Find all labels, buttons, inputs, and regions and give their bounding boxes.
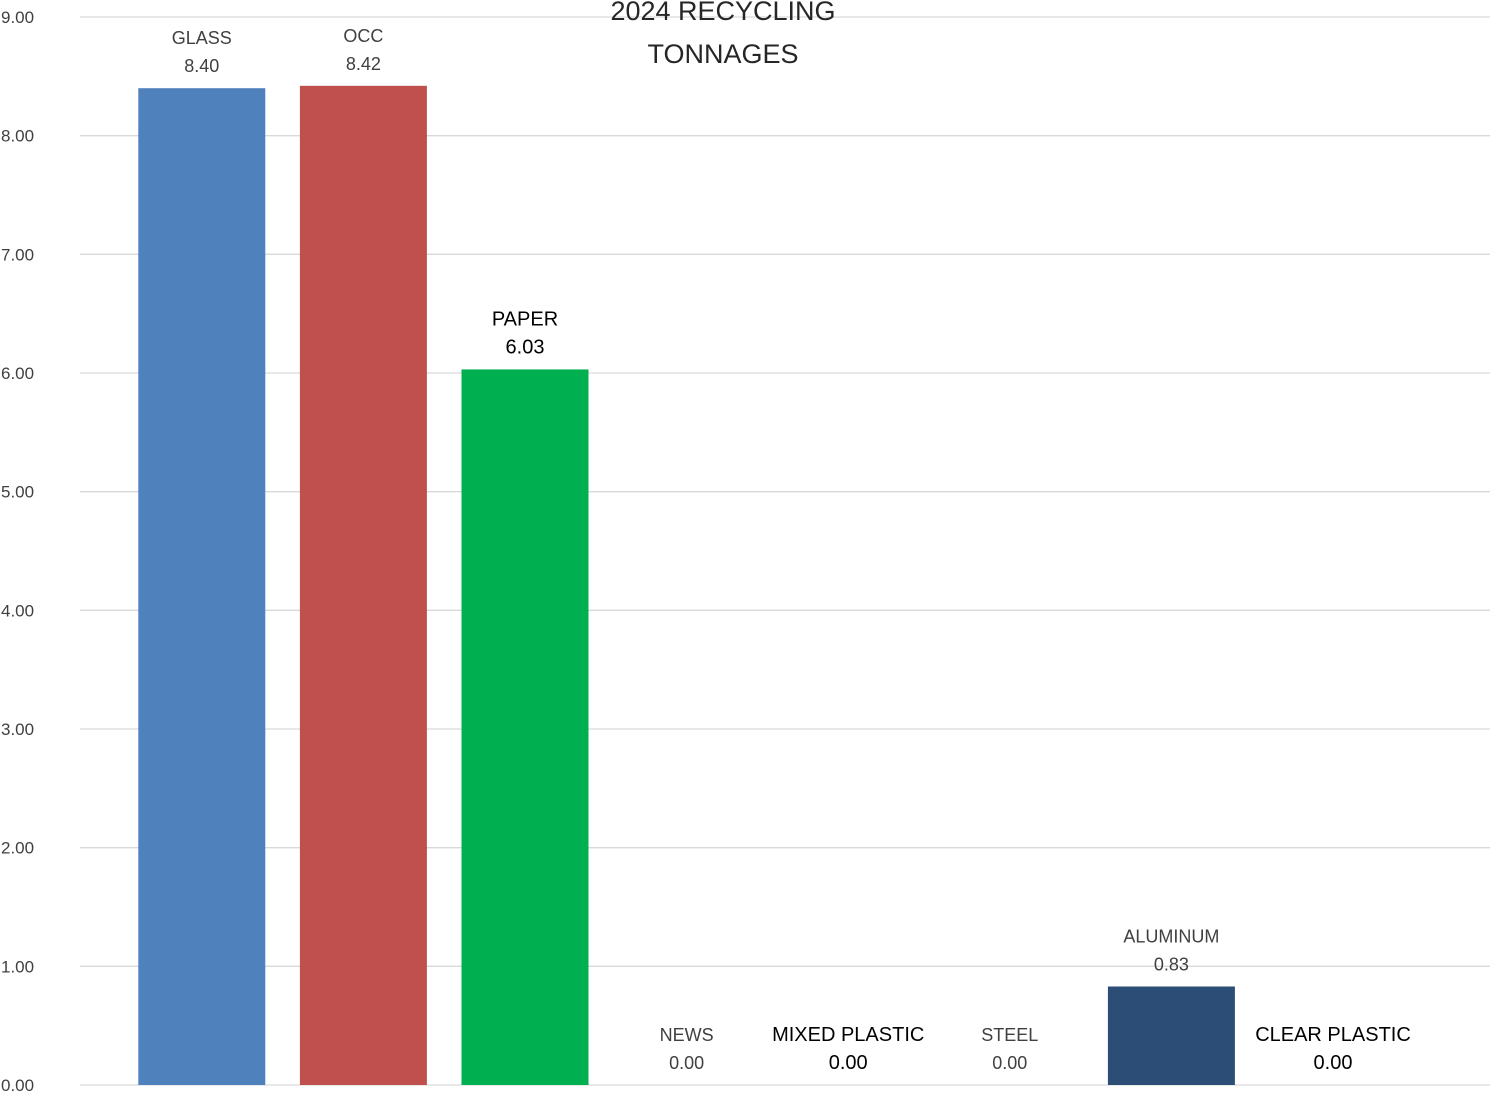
value-label: 0.00 [829,1052,868,1074]
y-tick-label: 9.00 [1,8,34,27]
category-label: PAPER [492,308,558,330]
category-label: STEEL [981,1025,1038,1045]
category-label: CLEAR PLASTIC [1255,1024,1411,1046]
chart-title-line-2: TONNAGES [647,39,798,69]
y-tick-label: 7.00 [1,245,34,264]
value-label: 8.40 [184,56,219,76]
bar-glass [138,88,266,1085]
category-label: ALUMINUM [1123,927,1219,947]
y-tick-label: 2.00 [1,839,34,858]
bar-occ [299,85,427,1086]
category-label: NEWS [660,1025,714,1045]
bar-paper [461,369,589,1085]
value-label: 0.00 [1314,1052,1353,1074]
y-axis-ticks: 0.00 1.00 2.00 3.00 4.00 5.00 6.00 7.00 8.00 9.00 [1,8,34,1095]
value-label: 0.83 [1154,955,1189,975]
value-label: 0.00 [992,1053,1027,1073]
y-tick-label: 8.00 [1,127,34,146]
y-tick-label: 4.00 [1,601,34,620]
y-tick-label: 0.00 [1,1076,34,1095]
category-label: OCC [343,26,383,46]
category-label: MIXED PLASTIC [772,1024,924,1046]
data-labels: GLASS 8.40 OCC 8.42 PAPER 6.03 NEWS 0.00 MIXED P… [172,26,1411,1074]
y-tick-label: 6.00 [1,364,34,383]
value-label: 8.42 [346,54,381,74]
bars [138,85,1235,1086]
gridlines [80,16,1490,1086]
value-label: 6.03 [506,336,545,358]
chart-title-line-1: 2024 RECYCLING [610,0,835,26]
y-tick-label: 3.00 [1,720,34,739]
y-tick-label: 1.00 [1,957,34,976]
y-tick-label: 5.00 [1,483,34,502]
value-label: 0.00 [669,1053,704,1073]
category-label: GLASS [172,28,232,48]
bar-aluminum [1107,986,1235,1085]
